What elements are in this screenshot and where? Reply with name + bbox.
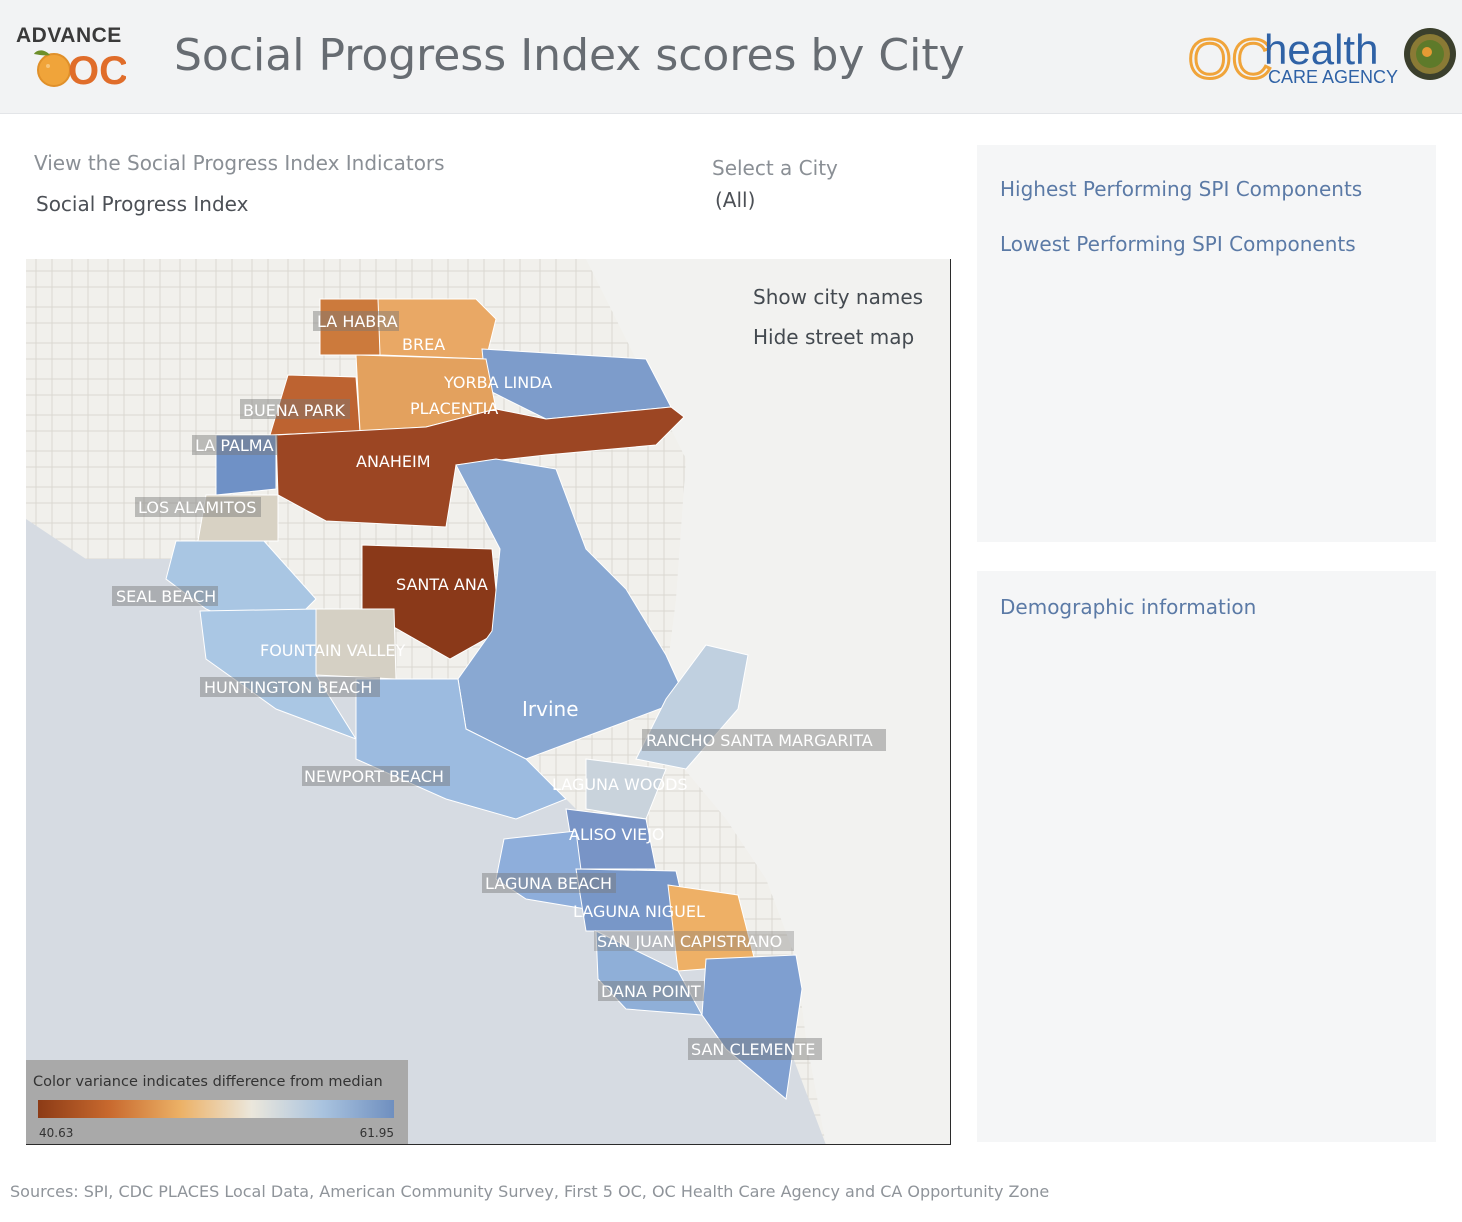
header-bar: ADVANCE OC Social Progress Index scores … — [0, 0, 1462, 114]
city-label-buena-park: BUENA PARK — [243, 401, 345, 420]
oc-health-care-agency-logo[interactable]: OC health CARE AGENCY — [1186, 22, 1458, 92]
indicator-selector[interactable]: Social Progress Index — [36, 192, 249, 216]
city-label-san-clemente: SAN CLEMENTE — [691, 1040, 815, 1059]
city-label-laguna-woods: LAGUNA WOODS — [552, 775, 688, 794]
city-region-la-palma[interactable] — [215, 434, 277, 496]
city-label-anaheim: ANAHEIM — [356, 452, 431, 471]
city-label-la-habra: LA HABRA — [317, 312, 398, 331]
city-region-los-alamitos[interactable] — [197, 494, 279, 542]
city-label-laguna-niguel: LAGUNA NIGUEL — [573, 902, 705, 921]
city-choropleth-map[interactable]: LA HABRA BREA YORBA LINDA BUENA PARK PLA… — [26, 259, 951, 1145]
map-canvas[interactable]: LA HABRA BREA YORBA LINDA BUENA PARK PLA… — [26, 259, 951, 1145]
city-label-yorba-linda: YORBA LINDA — [443, 373, 552, 392]
city-label-dana-point: DANA POINT — [601, 982, 701, 1001]
city-label-rancho-santa-margarita: RANCHO SANTA MARGARITA — [646, 731, 873, 750]
city-selector[interactable]: (All) — [715, 188, 756, 212]
city-label-fountain-valley: FOUNTAIN VALLEY — [260, 641, 406, 660]
demographic-panel — [977, 571, 1436, 1142]
city-region-laguna-beach[interactable] — [495, 830, 587, 910]
color-legend: Color variance indicates difference from… — [26, 1060, 408, 1144]
legend-min-value: 40.63 — [39, 1126, 74, 1140]
oc-health-logo-subtitle: CARE AGENCY — [1268, 67, 1398, 87]
city-regions[interactable] — [165, 298, 803, 1100]
orange-fruit-icon: OC — [34, 49, 126, 90]
city-label-brea: BREA — [402, 335, 445, 354]
city-label-san-juan-capistrano: SAN JUAN CAPISTRANO — [597, 932, 782, 951]
city-label-newport-beach: NEWPORT BEACH — [304, 767, 444, 786]
spi-components-panel — [977, 145, 1436, 542]
oc-health-logo-mark: OC — [1188, 27, 1272, 88]
city-region-rancho-santa-margarita[interactable] — [635, 644, 749, 770]
city-label-la-palma: LA PALMA — [195, 436, 274, 455]
city-label-santa-ana: SANTA ANA — [396, 575, 488, 594]
advance-oc-logo-mark: OC — [68, 49, 126, 90]
advance-oc-logo-text: ADVANCE — [16, 24, 122, 47]
show-city-names-toggle[interactable]: Show city names — [753, 285, 924, 309]
city-label-irvine: Irvine — [522, 697, 579, 721]
county-seal-icon — [1404, 28, 1456, 80]
hide-street-map-toggle[interactable]: Hide street map — [753, 325, 915, 349]
oc-health-logo-word: health — [1264, 26, 1378, 73]
legend-title: Color variance indicates difference from… — [33, 1074, 383, 1090]
city-label-placentia: PLACENTIA — [410, 399, 498, 418]
advance-oc-logo[interactable]: ADVANCE OC — [14, 24, 130, 90]
city-label-huntington-beach: HUNTINGTON BEACH — [204, 678, 372, 697]
city-labels: LA HABRA BREA YORBA LINDA BUENA PARK PLA… — [112, 311, 886, 1060]
city-region-irvine[interactable] — [455, 458, 687, 760]
city-label-aliso-viejo: ALISO VIEJO — [569, 825, 665, 844]
city-region-dana-point[interactable] — [595, 930, 703, 1016]
lowest-performing-link[interactable]: Lowest Performing SPI Components — [1000, 232, 1356, 256]
city-label-seal-beach: SEAL BEACH — [116, 587, 216, 606]
city-label-los-alamitos: LOS ALAMITOS — [138, 498, 256, 517]
city-filter-label: Select a City — [712, 156, 838, 180]
city-region-newport-beach[interactable] — [355, 678, 567, 820]
city-region-san-clemente[interactable] — [701, 954, 803, 1100]
legend-max-value: 61.95 — [359, 1126, 394, 1140]
city-label-laguna-beach: LAGUNA BEACH — [485, 874, 612, 893]
sources-footnote: Sources: SPI, CDC PLACES Local Data, Ame… — [10, 1182, 1050, 1201]
indicator-filter-label: View the Social Progress Index Indicator… — [34, 151, 445, 175]
city-region-brea[interactable] — [377, 298, 497, 360]
page-title: Social Progress Index scores by City — [174, 30, 965, 81]
oc-health-logo-graphic: OC health CARE AGENCY — [1187, 26, 1456, 92]
inland-terrain — [586, 259, 950, 1144]
demographic-information-link[interactable]: Demographic information — [1000, 595, 1257, 619]
city-region-anaheim[interactable] — [275, 406, 685, 528]
highest-performing-link[interactable]: Highest Performing SPI Components — [1000, 177, 1363, 201]
city-region-santa-ana[interactable] — [361, 544, 501, 660]
legend-gradient-bar — [38, 1100, 394, 1118]
